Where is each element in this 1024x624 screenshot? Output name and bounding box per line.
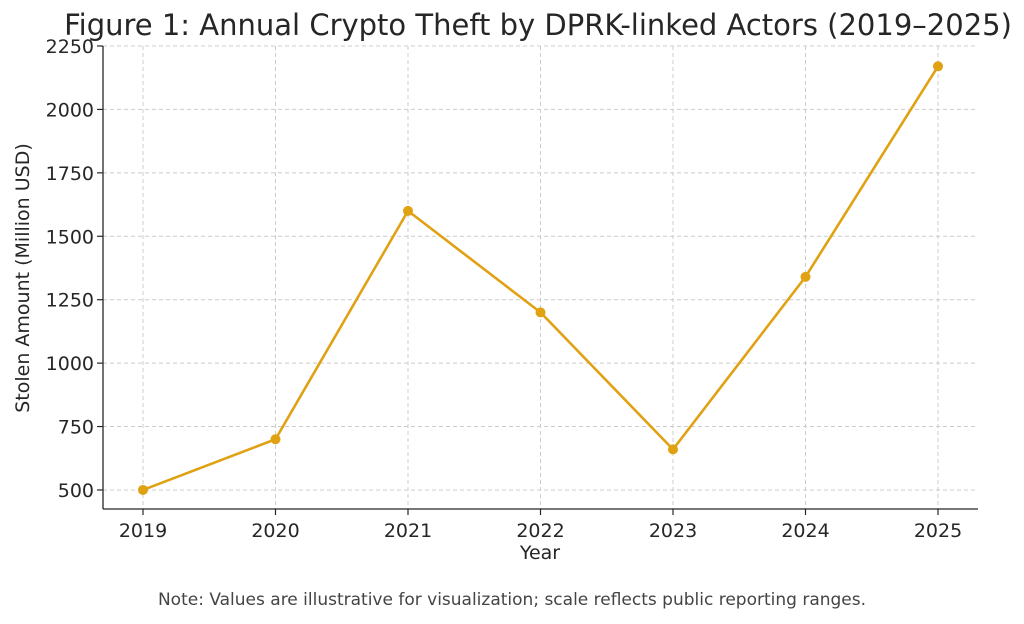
x-tick-label: 2023 (649, 520, 697, 542)
x-tick-label: 2019 (119, 520, 167, 542)
y-axis-ticks: 500 750 1000 1250 1500 1750 2000 2250 (46, 36, 103, 502)
chart-note: Note: Values are illustrative for visual… (157, 590, 867, 610)
y-axis-label: Stolen Amount (Million USD) (12, 143, 34, 413)
y-tick-label: 500 (58, 480, 94, 502)
x-tick-label: 2021 (384, 520, 432, 542)
data-point (138, 484, 148, 495)
x-axis-ticks: 2019 2020 2021 2022 2023 2024 2025 (119, 509, 962, 542)
chart-title: Figure 1: Annual Crypto Theft by DPRK-li… (64, 8, 1012, 42)
y-tick-label: 1500 (46, 226, 94, 248)
x-tick-label: 2020 (251, 520, 299, 542)
x-tick-label: 2024 (781, 520, 829, 542)
data-point (270, 434, 281, 445)
data-point (800, 271, 811, 282)
grid (103, 45, 978, 509)
data-point (933, 61, 943, 72)
data-point (668, 444, 678, 455)
y-tick-label: 1000 (46, 353, 94, 375)
y-tick-label: 1250 (46, 290, 94, 312)
data-point (403, 205, 413, 216)
x-tick-label: 2022 (516, 520, 564, 542)
y-tick-label: 2000 (46, 99, 94, 121)
line-chart: Figure 1: Annual Crypto Theft by DPRK-li… (12, 8, 1012, 564)
y-tick-label: 750 (58, 417, 94, 439)
x-axis-label: Year (519, 542, 560, 564)
y-tick-label: 1750 (46, 163, 94, 185)
x-tick-label: 2025 (914, 520, 962, 542)
y-tick-label: 2250 (46, 36, 94, 58)
series-group (138, 61, 943, 495)
data-point (535, 307, 546, 318)
